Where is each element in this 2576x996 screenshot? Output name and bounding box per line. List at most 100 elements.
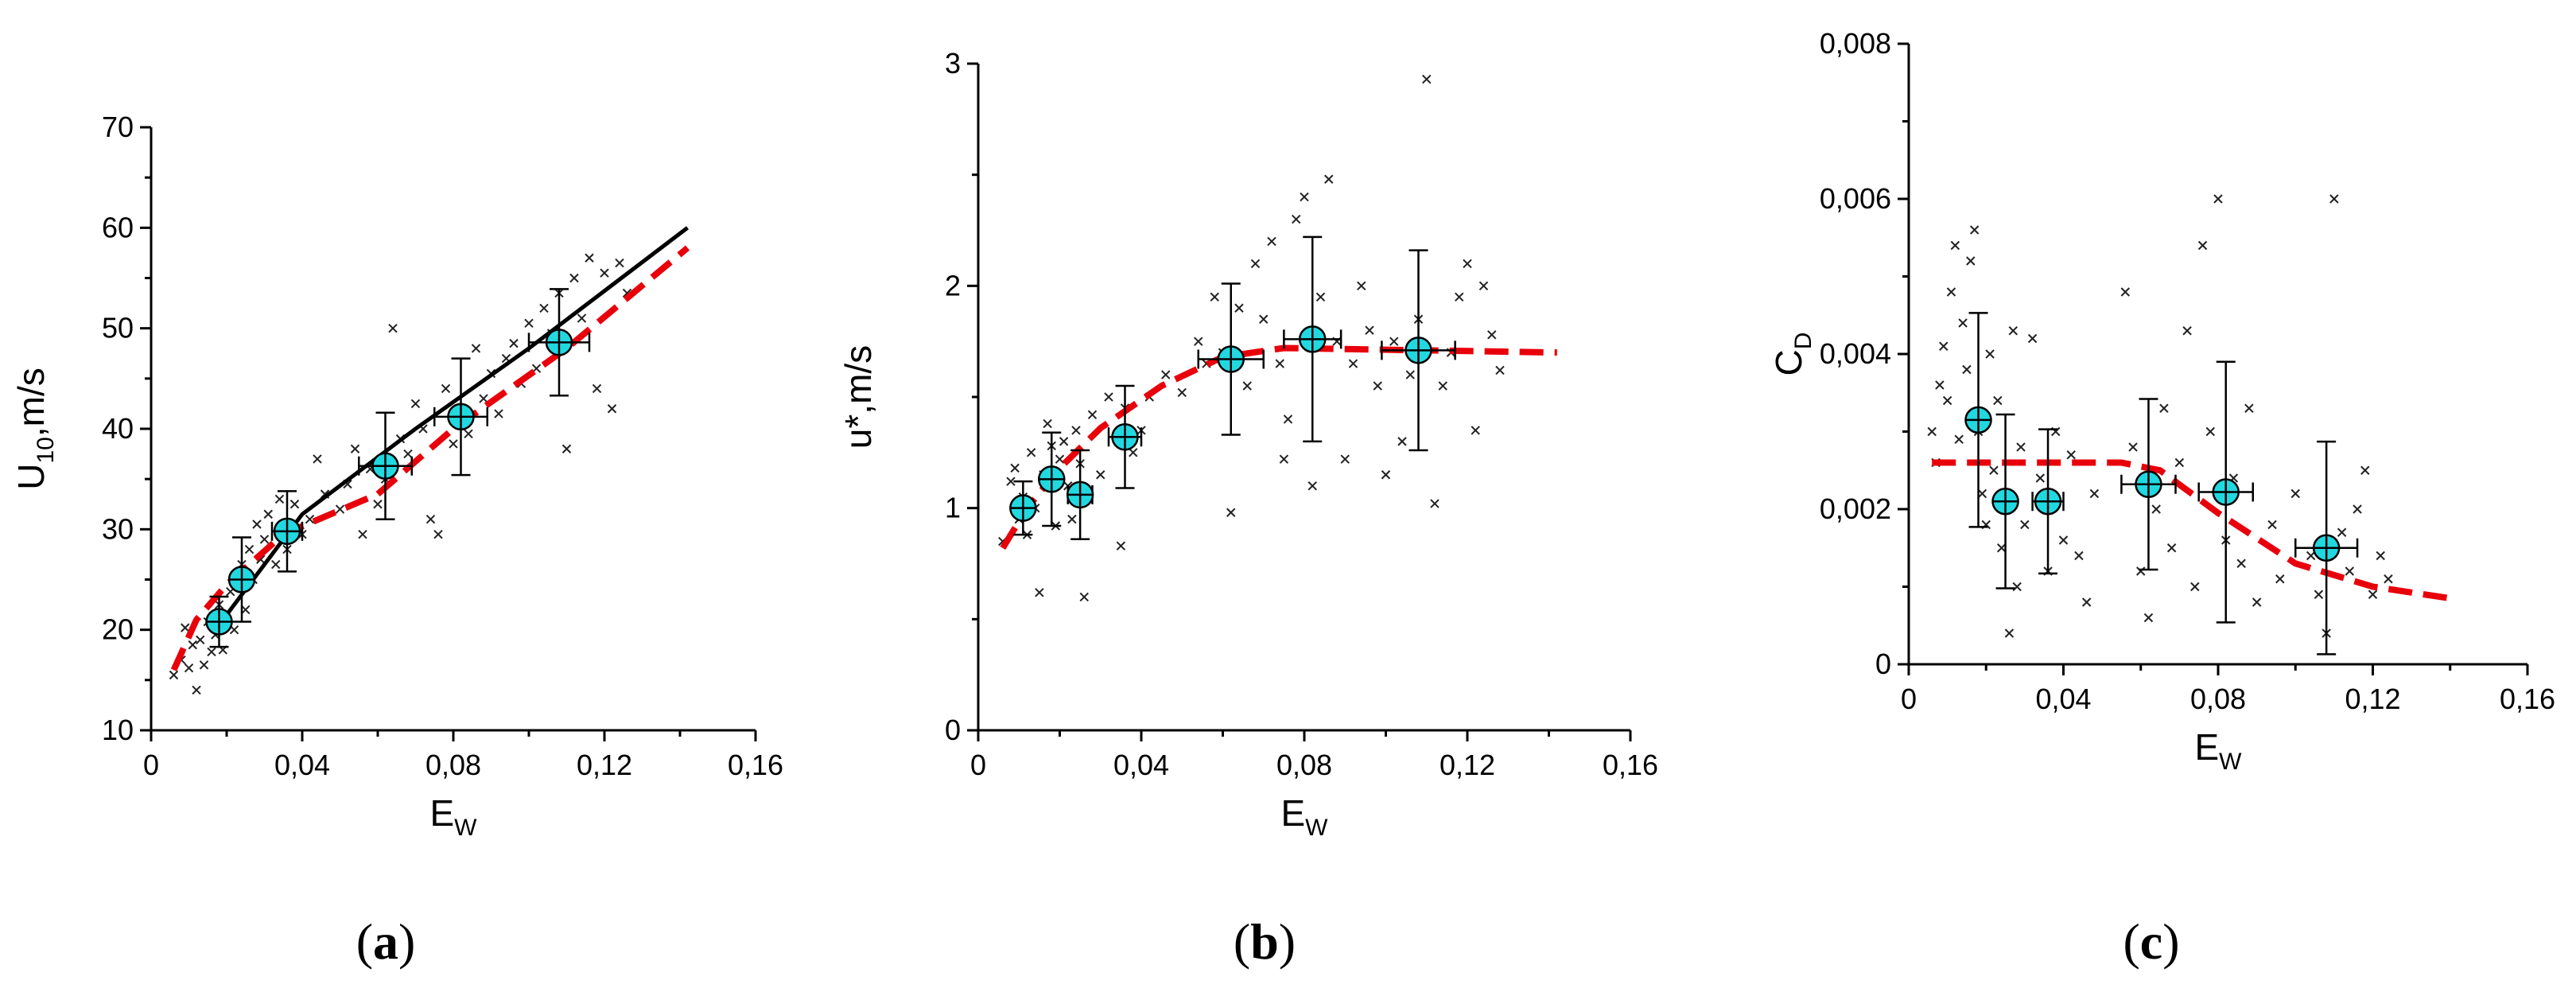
scatter-point: [1096, 470, 1105, 480]
panel-label-close-paren: ): [398, 913, 415, 970]
x-tick-label: 0,12: [1440, 749, 1495, 781]
mean-point-crosshair: [229, 566, 254, 593]
scatter-point: [2190, 582, 2200, 592]
scatter-point: [449, 439, 458, 449]
scatter-point: [2267, 519, 2277, 530]
x-axis-title-sub: W: [2219, 749, 2242, 775]
y-axis-title: CD: [1768, 333, 1816, 376]
scatter-point: [1059, 437, 1069, 446]
x-tick-label: 0,04: [1113, 749, 1169, 781]
x-tick-label: 0,12: [2345, 683, 2400, 715]
mean-point-crosshair: [2314, 535, 2340, 561]
x-tick-label: 0,12: [577, 749, 632, 781]
scatter-point: [1478, 281, 1489, 291]
scatter-point: [1495, 365, 1505, 375]
scatter-point: [181, 623, 190, 632]
scatter-point: [1177, 387, 1187, 398]
mean-point-crosshair: [1405, 337, 1432, 364]
fit-line-red-dashed: [1000, 344, 1557, 550]
mean-point-crosshair: [1039, 466, 1065, 492]
scatter-point: [305, 514, 315, 524]
scatter-point: [2384, 574, 2393, 584]
scatter-point: [1210, 292, 1219, 302]
scatter-point: [1977, 488, 1987, 499]
x-tick-label: 0: [970, 749, 986, 781]
scatter-point: [1954, 434, 1964, 444]
scatter-point: [2058, 535, 2069, 545]
panel-label-close-paren: ): [2162, 913, 2179, 970]
scatter-point: [2306, 551, 2316, 561]
x-tick-label: 0,08: [425, 749, 481, 781]
x-tick-label: 0,16: [1603, 749, 1658, 781]
scatter-point: [263, 509, 273, 519]
scatter-point: [1194, 337, 1203, 346]
x-axis-title: EW: [429, 792, 477, 841]
scatter-point: [1043, 418, 1052, 429]
y-tick-label: 40: [102, 412, 134, 445]
mean-point-crosshair: [1112, 424, 1138, 450]
y-tick-label: 30: [102, 512, 134, 545]
panel-label-close-paren: ): [1279, 913, 1296, 970]
x-tick-label: 0: [143, 749, 159, 781]
scatter-point: [196, 635, 205, 645]
scatter-point: [1927, 426, 1937, 437]
scatter-point: [2151, 504, 2161, 514]
y-tick-label: 0,008: [1820, 27, 1891, 60]
mean-point-crosshair: [2035, 488, 2061, 515]
y-tick-label: 10: [102, 714, 134, 746]
scatter-point: [2182, 326, 2192, 336]
scatter-point: [607, 404, 617, 414]
scatter-point: [569, 273, 579, 283]
panel-label-open-paren: (: [2123, 913, 2139, 970]
scatter-point: [577, 313, 587, 323]
scatter-point: [207, 647, 216, 657]
scatter-point: [1104, 392, 1113, 402]
panel-label: (a): [356, 913, 416, 970]
panel-label: (c): [2123, 913, 2179, 970]
scatter-point: [2004, 628, 2015, 638]
scatter-point: [313, 454, 322, 464]
x-axis-title-sub: W: [454, 815, 477, 841]
y-axis-title-suffix: *,m/s: [837, 345, 879, 429]
scatter-point: [561, 444, 572, 453]
scatter-point: [1250, 259, 1261, 269]
scatter-point: [274, 494, 285, 504]
scatter-point: [2120, 287, 2131, 297]
scatter-point: [1071, 426, 1081, 435]
scatter-point: [1055, 454, 1065, 464]
scatter-point: [1381, 470, 1391, 480]
scatter-point: [2136, 566, 2146, 576]
scatter-point: [2252, 597, 2262, 607]
scatter-point: [1985, 349, 1995, 359]
scatter-point: [1993, 395, 2003, 406]
mean-point-crosshair: [372, 453, 398, 479]
panel-label-open-paren: (: [1234, 913, 1250, 970]
scatter-point: [2035, 473, 2046, 483]
scatter-point: [1010, 463, 1020, 473]
scatter-point: [199, 660, 209, 670]
scatter-point: [1234, 303, 1244, 313]
scatter-point: [433, 529, 443, 539]
scatter-point: [2143, 613, 2154, 623]
scatter-point: [1463, 259, 1472, 269]
scatter-point: [1942, 395, 1952, 406]
scatter-point: [600, 268, 609, 278]
scatter-point: [184, 663, 194, 673]
scatter-point: [1087, 410, 1098, 420]
mean-point-crosshair: [546, 329, 572, 356]
panel-label-letter: b: [1250, 913, 1279, 970]
y-axis-title-main: C: [1768, 349, 1809, 375]
mean-point-crosshair: [1218, 346, 1244, 372]
scatter-point: [425, 514, 436, 524]
scatter-point: [2290, 488, 2300, 499]
scatter-point: [1969, 225, 1980, 235]
scatter-point: [2213, 194, 2223, 204]
scatter-point: [2360, 465, 2370, 475]
scatter-point: [2244, 403, 2254, 413]
scatter-point: [615, 258, 624, 268]
scatter-point: [1315, 292, 1326, 302]
scatter-point: [509, 338, 519, 348]
y-tick-label: 60: [102, 211, 134, 243]
